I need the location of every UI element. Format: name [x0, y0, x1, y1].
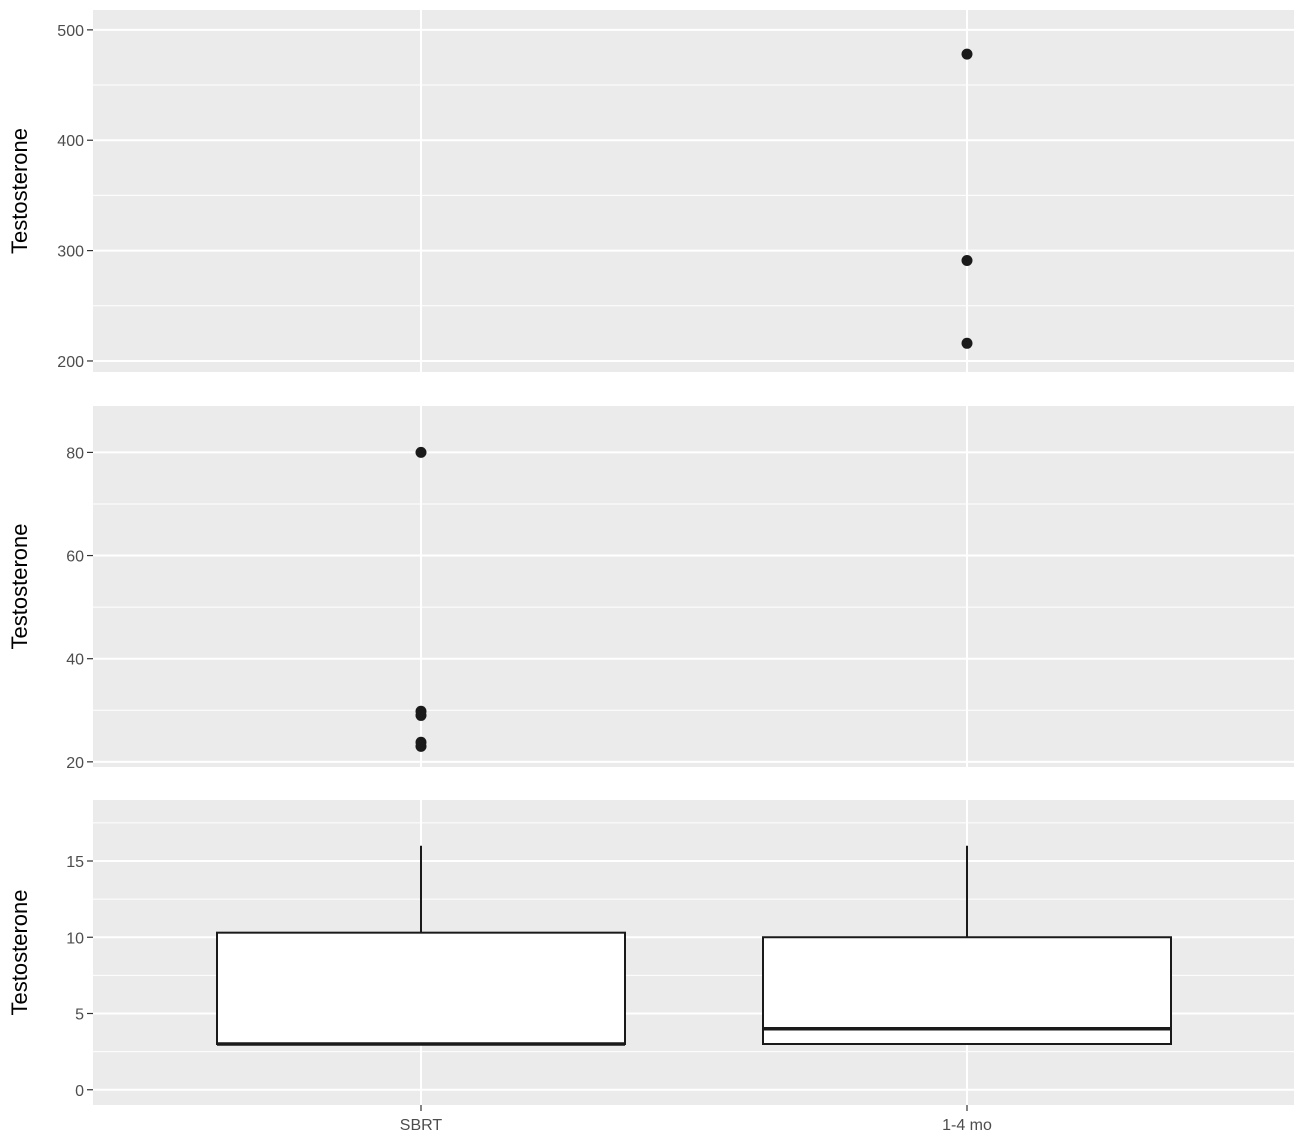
panel-background	[93, 10, 1294, 372]
y-axis-title: Testosterone	[7, 128, 32, 254]
y-axis-title: Testosterone	[7, 890, 32, 1016]
box-1-4-mo	[762, 845, 1172, 1045]
outlier-point	[415, 446, 427, 458]
y-tick-label: 20	[66, 755, 84, 772]
box-rect	[762, 936, 1172, 1045]
box-sbrt	[216, 845, 626, 1046]
y-tick-label: 5	[75, 1007, 84, 1024]
panel-2: 20 40 60 80 Testosterone	[7, 406, 1294, 772]
y-tick-label: 0	[75, 1083, 84, 1100]
y-axis-title: Testosterone	[7, 524, 32, 650]
x-tick-label: 1-4 mo	[942, 1117, 992, 1134]
outlier-point	[961, 255, 973, 267]
y-tick-label: 60	[66, 549, 84, 566]
panel-1: 200 300 400 500 Testosterone	[7, 10, 1294, 372]
panel-background	[93, 406, 1294, 767]
box-rect	[216, 931, 626, 1045]
y-tick-label: 80	[66, 445, 84, 462]
x-tick-label: SBRT	[400, 1117, 443, 1134]
outlier-point	[961, 48, 973, 60]
y-tick-label: 15	[66, 854, 84, 871]
y-tick-label: 400	[57, 133, 84, 150]
y-tick-label: 300	[57, 244, 84, 261]
panel-3: 0 5 10 15 Testosterone	[7, 800, 1294, 1105]
y-tick-label: 200	[57, 354, 84, 371]
y-tick-label: 10	[66, 930, 84, 947]
y-tick-label: 500	[57, 23, 84, 40]
outlier-point	[415, 709, 427, 721]
outlier-point	[961, 337, 973, 349]
y-tick-label: 40	[66, 652, 84, 669]
outlier-point	[415, 740, 427, 752]
